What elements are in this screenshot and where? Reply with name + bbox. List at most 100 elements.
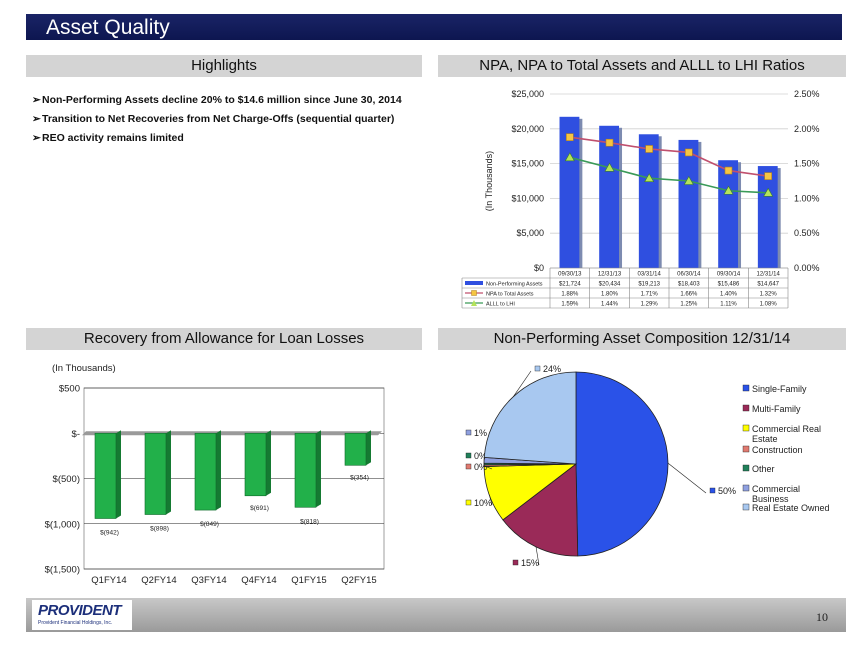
recovery-bar-side xyxy=(366,430,371,466)
highlights-list: ➢Non-Performing Assets decline 20% to $1… xyxy=(32,94,432,151)
y-tick-label: $(1,500) xyxy=(45,565,80,576)
alll-ratio-line xyxy=(569,156,769,194)
recovery-chart: (In Thousands) $(1,500) $(1,000) $(500) $- $5… xyxy=(45,363,385,586)
table-value: $15,486 xyxy=(718,282,740,288)
data-label: $(942) xyxy=(100,530,119,537)
y-axis-label: (In Thousands) xyxy=(484,151,494,211)
arrow-bullet-icon: ➢ xyxy=(32,113,41,125)
table-value: 1.29% xyxy=(641,302,659,308)
legend-swatch xyxy=(742,384,750,392)
recovery-bar-side xyxy=(116,430,121,519)
table-value: 1.44% xyxy=(601,302,619,308)
page-number: 10 xyxy=(816,610,828,624)
highlight-item: ➢REO activity remains limited xyxy=(32,132,184,144)
y-tick-label: $- xyxy=(72,429,80,440)
npa-bar xyxy=(638,134,659,268)
x-tick-label: Q2FY15 xyxy=(341,575,376,586)
table-value: $18,403 xyxy=(678,282,700,288)
x-tick-label: 09/30/14 xyxy=(717,272,741,278)
x-tick-label: Q1FY15 xyxy=(291,575,326,586)
npa-ratio-line xyxy=(569,136,769,177)
recovery-bar-side xyxy=(216,430,221,511)
npa-ratio-marker xyxy=(645,145,653,153)
x-tick-label: 03/31/14 xyxy=(637,272,661,278)
y-tick-label: $15,000 xyxy=(511,159,544,169)
y-tick-label: $(500) xyxy=(53,474,80,485)
alll-ratio-marker xyxy=(644,173,655,183)
recovery-bar xyxy=(194,432,217,511)
alll-ratio-marker xyxy=(763,187,774,197)
npa-ratio-marker xyxy=(566,133,574,141)
arrow-bullet-icon: ➢ xyxy=(32,94,41,106)
legend-swatch xyxy=(742,484,750,492)
y-axis-label: (In Thousands) xyxy=(52,363,116,374)
x-tick-label: Q3FY14 xyxy=(191,575,226,586)
table-value: 1.80% xyxy=(601,292,619,298)
y-tick-label: $(1,000) xyxy=(45,519,80,530)
y2-tick-label: 1.00% xyxy=(794,193,820,203)
legend-swatch xyxy=(742,464,750,472)
slice-label: 0% xyxy=(474,462,487,472)
y-tick-label: $0 xyxy=(534,263,544,273)
label-swatch xyxy=(465,429,472,436)
logo-text: PROVIDENT xyxy=(38,602,122,619)
recovery-bar xyxy=(144,432,167,515)
section-header-npa: NPA, NPA to Total Assets and ALLL to LHI… xyxy=(438,55,846,77)
table-value: $14,647 xyxy=(757,282,779,288)
slice-label: 1% xyxy=(474,428,487,438)
pie-slice xyxy=(502,463,579,557)
npa-bar xyxy=(599,125,620,268)
label-swatch xyxy=(465,452,472,459)
table-value: $20,434 xyxy=(599,282,621,288)
recovery-bar xyxy=(94,432,117,519)
legend-label: Non-Performing Assets xyxy=(486,282,543,288)
alll-ratio-marker xyxy=(723,185,734,195)
leader-line xyxy=(535,546,540,566)
legend-label: Real Estate Owned xyxy=(752,503,830,513)
section-header-highlights: Highlights xyxy=(26,55,422,77)
table-value: 1.66% xyxy=(680,292,698,298)
label-swatch xyxy=(709,487,716,494)
page-title: Asset Quality xyxy=(46,16,170,39)
recovery-bar xyxy=(344,432,367,466)
alll-ratio-marker xyxy=(604,162,615,172)
recovery-bar xyxy=(294,432,317,508)
legend-swatch xyxy=(742,445,750,453)
leader-line xyxy=(513,370,532,397)
x-tick-label: Q2FY14 xyxy=(141,575,176,586)
legend-label: NPA to Total Assets xyxy=(486,292,534,298)
pie-slice xyxy=(575,371,669,557)
data-label: $(354) xyxy=(350,474,369,481)
legend-key xyxy=(465,281,483,285)
company-logo: PROVIDENT Provident Financial Holdings, … xyxy=(32,600,132,630)
x-tick-label: 06/30/14 xyxy=(677,272,701,278)
section-header-recovery: Recovery from Allowance for Loan Losses xyxy=(26,328,422,350)
legend-marker xyxy=(471,290,477,296)
npa-ratio-marker xyxy=(605,138,614,147)
leader-line xyxy=(488,494,493,506)
slice-label: 24% xyxy=(543,364,561,374)
label-swatch xyxy=(534,365,541,372)
section-header-composition: Non-Performing Asset Composition 12/31/1… xyxy=(438,328,846,350)
legend-label: Single-Family xyxy=(752,384,807,394)
legend-swatch xyxy=(742,424,750,432)
recovery-bar-side xyxy=(166,430,171,515)
recovery-bar-side xyxy=(316,430,321,508)
legend-label: Multi-Family xyxy=(752,404,801,414)
leader-line xyxy=(483,465,493,470)
alll-ratio-marker xyxy=(683,175,694,185)
table-value: $19,213 xyxy=(638,282,660,288)
legend-label: Construction xyxy=(752,445,803,455)
npa-ratio-marker xyxy=(724,166,733,175)
table-value: 1.25% xyxy=(680,302,698,308)
x-tick-label: 09/30/13 xyxy=(558,272,582,278)
y-tick-label: $500 xyxy=(59,384,80,395)
legend-marker xyxy=(471,300,477,306)
alll-ratio-marker xyxy=(564,152,575,162)
y2-tick-label: 2.00% xyxy=(794,124,820,134)
npa-bar xyxy=(678,139,699,268)
y2-tick-label: 0.50% xyxy=(794,228,820,238)
zero-floor xyxy=(82,431,382,436)
legend-label: Commercial xyxy=(752,484,800,494)
label-swatch xyxy=(465,463,472,470)
